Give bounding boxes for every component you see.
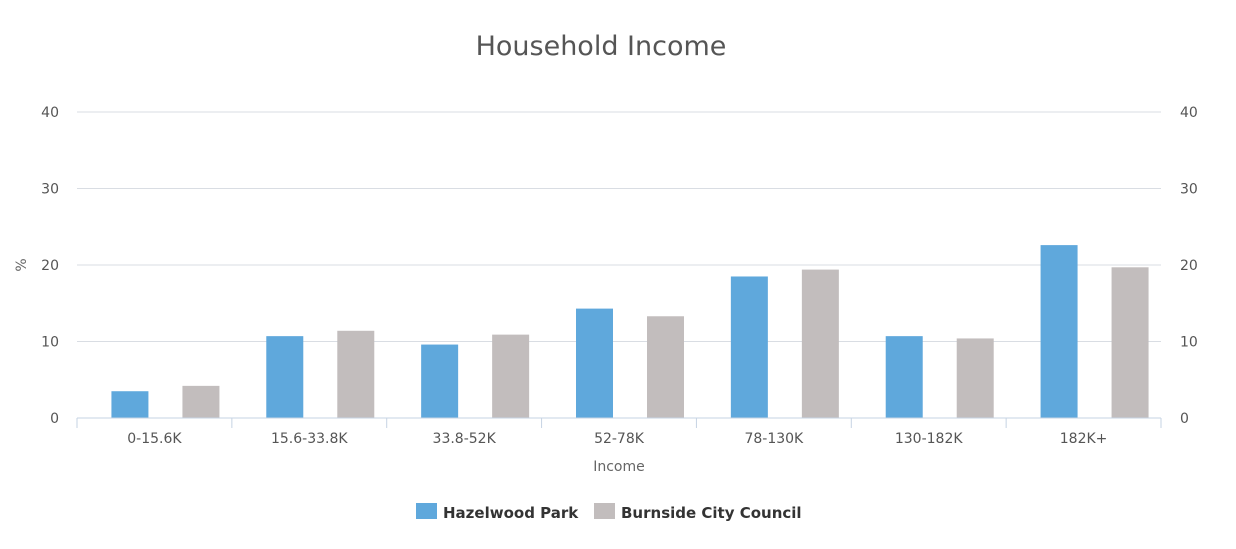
bar-burnside-city-council-4: [801, 269, 839, 418]
gridlines: [77, 111, 1161, 342]
y-tick-label-left: 10: [41, 335, 59, 351]
x-tick-label: 182K+: [1060, 431, 1108, 447]
y-axis-title: %: [14, 258, 30, 271]
bar-burnside-city-council-2: [492, 334, 530, 418]
bar-hazelwood-park-3: [576, 308, 613, 418]
y-tick-label-right: 40: [1180, 105, 1198, 121]
bar-hazelwood-park-4: [730, 276, 768, 418]
y-tick-label-right: 0: [1180, 411, 1189, 427]
y-axis-left-ticks: 0 10 20 30 40: [41, 105, 59, 427]
bar-burnside-city-council-3: [647, 316, 684, 418]
x-axis-ticks: [76, 418, 1162, 428]
legend-label-burnside-city-council: Burnside City Council: [621, 504, 802, 522]
y-tick-label-right: 10: [1180, 335, 1198, 351]
bar-hazelwood-park-0: [111, 391, 149, 418]
x-tick-label: 0-15.6K: [127, 431, 182, 447]
y-tick-label-left: 40: [41, 105, 59, 121]
x-tick-label: 78-130K: [744, 431, 804, 447]
x-tick-label: 33.8-52K: [433, 431, 497, 447]
y-axis-right-ticks: 0 10 20 30 40: [1180, 105, 1198, 427]
y-tick-label-left: 30: [41, 182, 59, 198]
chart-title: Household Income: [476, 31, 727, 62]
bar-burnside-city-council-0: [182, 385, 220, 418]
y-tick-label-right: 30: [1180, 182, 1198, 198]
y-tick-label-right: 20: [1180, 258, 1198, 274]
bar-burnside-city-council-5: [956, 338, 994, 418]
x-tick-label: 52-78K: [594, 431, 645, 447]
bar-hazelwood-park-2: [421, 344, 459, 418]
bar-hazelwood-park-5: [885, 336, 923, 418]
bar-hazelwood-park-6: [1040, 245, 1078, 418]
x-axis-title: Income: [593, 459, 645, 475]
x-axis-tick-labels: 0-15.6K 15.6-33.8K 33.8-52K 52-78K 78-130K 13…: [127, 431, 1107, 447]
legend: Hazelwood Park Burnside City Council: [416, 503, 802, 522]
x-tick-label: 15.6-33.8K: [271, 431, 348, 447]
y-tick-label-left: 0: [50, 411, 59, 427]
x-tick-label: 130-182K: [895, 431, 963, 447]
bar-burnside-city-council-6: [1111, 267, 1149, 418]
legend-label-hazelwood-park: Hazelwood Park: [443, 504, 579, 522]
bar-burnside-city-council-1: [337, 330, 375, 418]
bar-hazelwood-park-1: [266, 336, 304, 418]
legend-swatch-burnside-city-council: [594, 503, 615, 519]
legend-swatch-hazelwood-park: [416, 503, 437, 519]
y-tick-label-left: 20: [41, 258, 59, 274]
bars: [111, 245, 1149, 418]
